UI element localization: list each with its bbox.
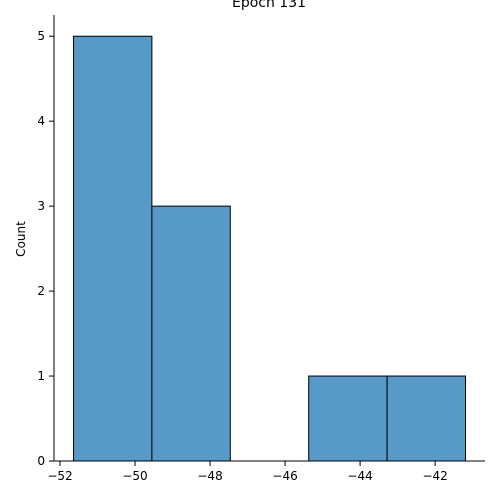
chart-title: Epoch 131 [232, 0, 306, 11]
histogram-bar [73, 35, 153, 462]
x-tick-label: −52 [47, 469, 72, 483]
y-tick-label: 0 [37, 454, 45, 468]
x-tick-label: −44 [347, 469, 372, 483]
y-tick-label: 2 [37, 284, 45, 298]
y-axis-title: Count [14, 221, 28, 257]
bars-group [73, 35, 466, 462]
y-tick-label: 3 [37, 199, 45, 213]
histogram-bar [151, 205, 231, 462]
x-tick-label: −50 [122, 469, 147, 483]
y-tick-label: 5 [37, 29, 45, 43]
x-tick-label: −48 [197, 469, 222, 483]
y-tick-label: 4 [37, 114, 45, 128]
histogram-bar [386, 375, 466, 462]
x-tick-label: −42 [422, 469, 447, 483]
y-tick-label: 1 [37, 369, 45, 383]
y-axis-ticks: 0 1 2 3 4 5 [37, 29, 54, 468]
x-tick-label: −46 [272, 469, 297, 483]
histogram-bar [308, 375, 388, 462]
x-axis-ticks: −52 −50 −48 −46 −44 −42 [47, 461, 448, 483]
